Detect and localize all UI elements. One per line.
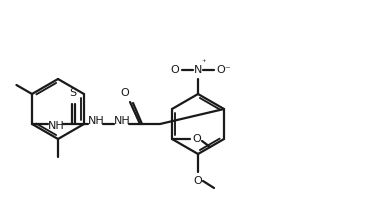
Text: O: O [194, 176, 202, 186]
Text: NH: NH [88, 116, 104, 126]
Text: NH: NH [114, 116, 131, 126]
Text: O: O [121, 88, 129, 98]
Text: S: S [69, 88, 76, 98]
Text: NH: NH [48, 121, 64, 131]
Text: N: N [194, 65, 202, 75]
Text: ⁺: ⁺ [202, 58, 206, 67]
Text: O: O [171, 65, 180, 75]
Text: O⁻: O⁻ [217, 65, 231, 75]
Text: O: O [192, 134, 201, 144]
